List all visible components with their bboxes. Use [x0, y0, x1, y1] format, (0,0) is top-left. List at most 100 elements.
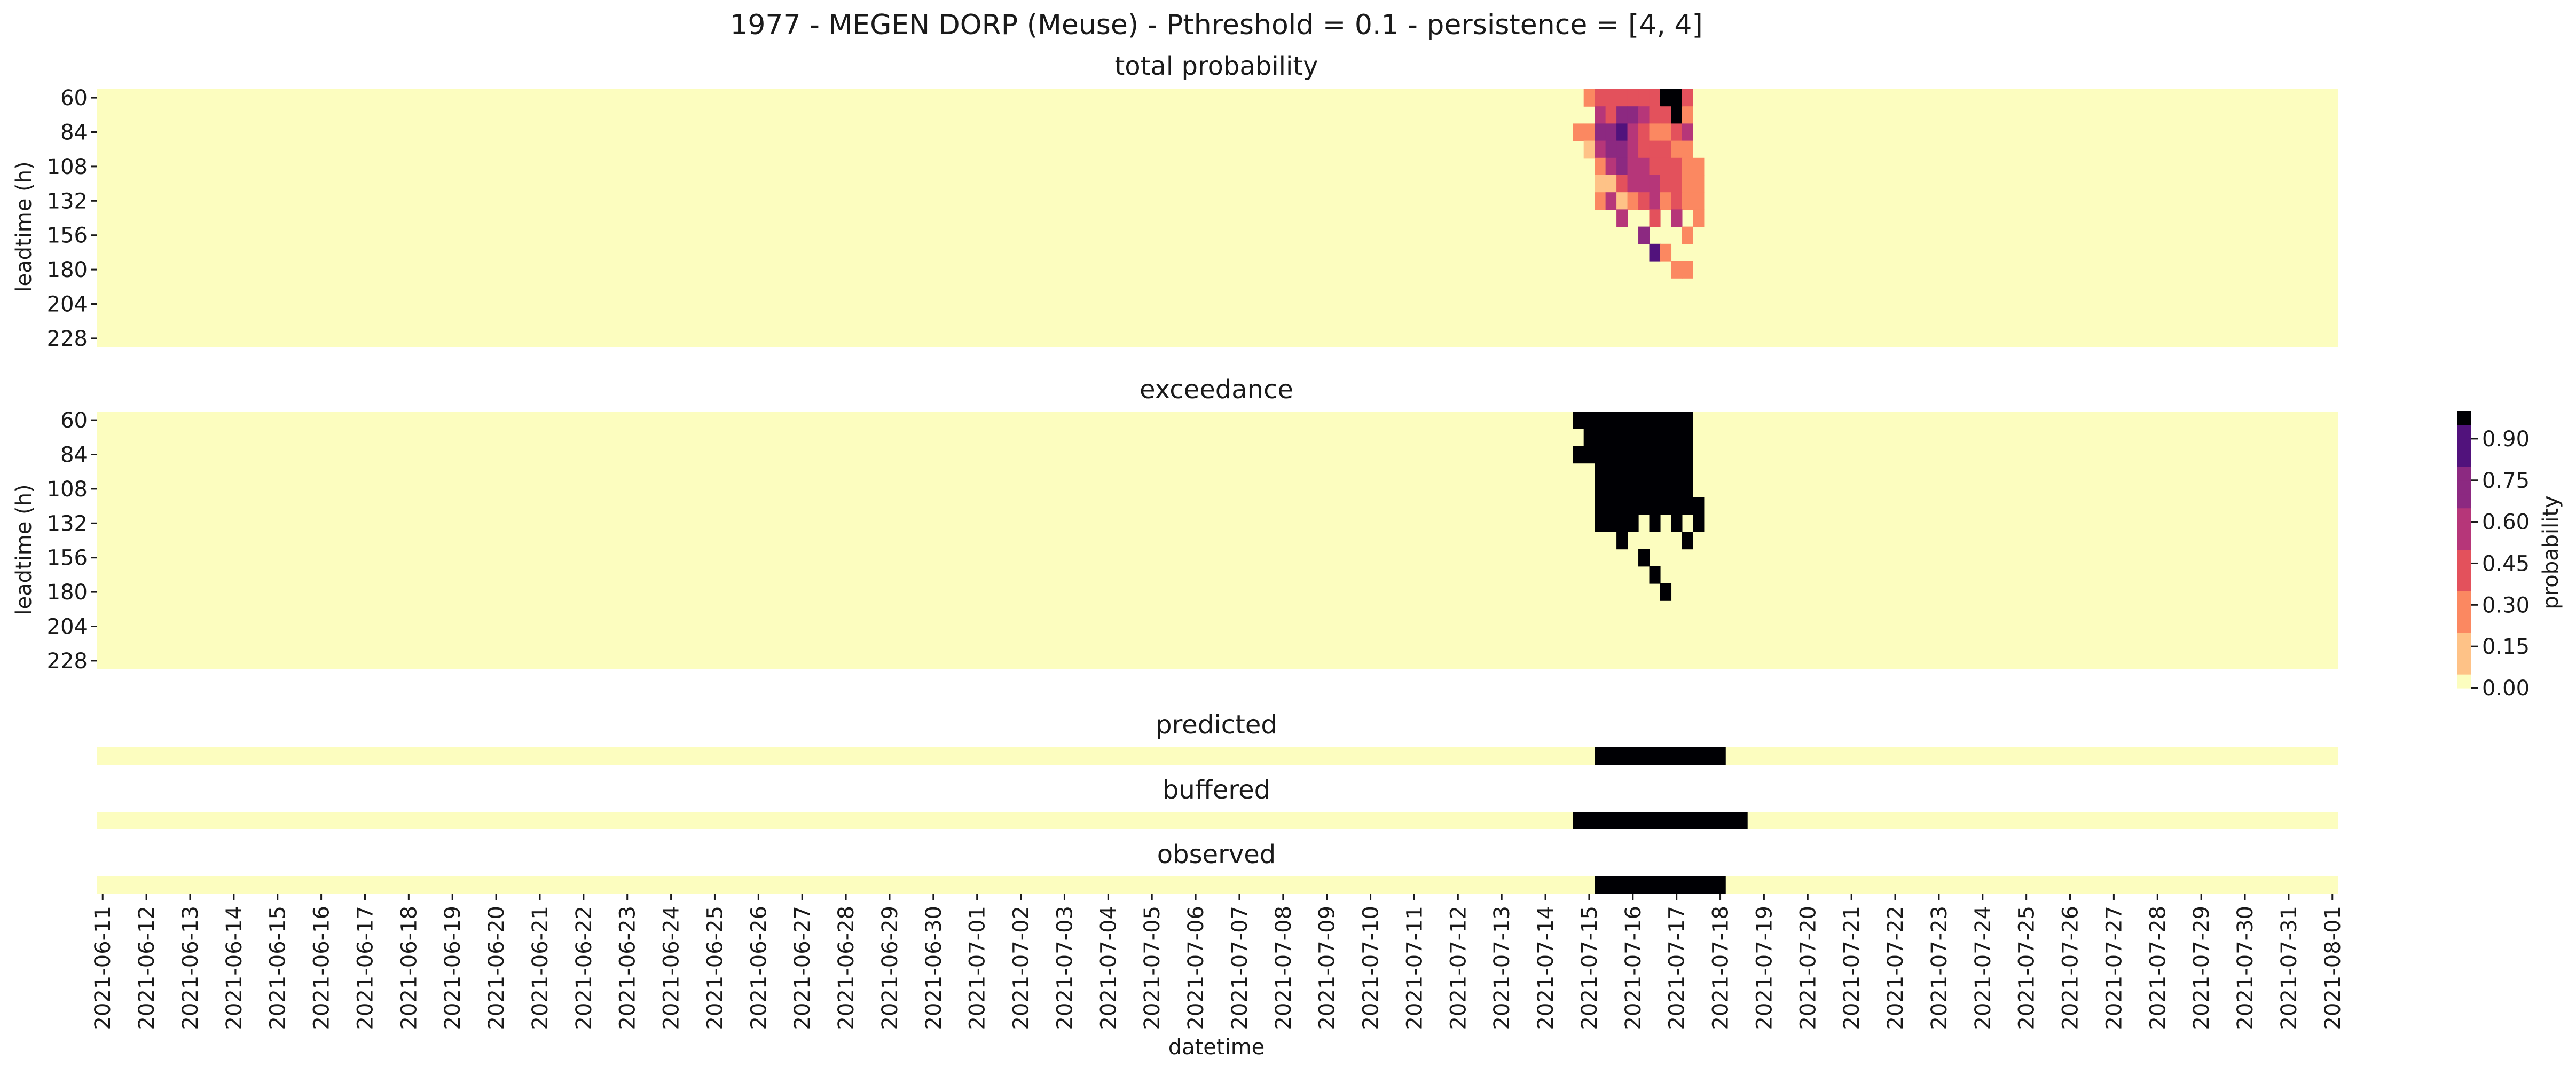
heatmap-cell	[1682, 175, 1693, 193]
heatmap-background	[97, 89, 2338, 347]
heatmap-cell	[1605, 175, 1617, 193]
exceedance-cell	[1595, 497, 1705, 515]
x-tick-label: 2021-07-03	[1053, 906, 1077, 1030]
heatmap-cell	[1627, 175, 1639, 193]
x-tick-label: 2021-07-24	[1971, 906, 1996, 1030]
y-tick-label: 132	[47, 189, 88, 214]
x-tick-label: 2021-07-18	[1709, 906, 1733, 1030]
heatmap-cell	[1595, 140, 1606, 159]
x-tick-label: 2021-07-30	[2233, 906, 2258, 1030]
heatmap-cell	[1693, 209, 1705, 227]
heatmap-cell	[1682, 106, 1693, 124]
y-tick-label: 180	[47, 580, 88, 605]
exceedance-cell	[1595, 480, 1693, 498]
x-tick-label: 2021-07-09	[1315, 906, 1340, 1030]
colorbar-segment	[2457, 424, 2471, 439]
x-tick-label: 2021-07-01	[965, 906, 990, 1030]
exceedance-cell	[1616, 532, 1628, 550]
x-tick-label: 2021-07-11	[1402, 906, 1427, 1030]
x-tick-label: 2021-06-25	[703, 906, 727, 1030]
colorbar-segment	[2457, 480, 2471, 495]
heatmap-cell	[1682, 226, 1693, 244]
colorbar-tick-label: 0.30	[2482, 593, 2530, 618]
colorbar-segment	[2457, 452, 2471, 467]
x-tick-label: 2021-06-23	[616, 906, 640, 1030]
y-tick-label: 180	[47, 258, 88, 282]
event-bar	[1595, 747, 1726, 765]
heatmap-cell	[1660, 243, 1672, 262]
exceedance-cell	[1693, 515, 1705, 532]
x-tick-label: 2021-07-06	[1184, 906, 1208, 1030]
heatmap-cell	[1649, 175, 1661, 193]
heatmap-cell	[1649, 123, 1661, 141]
heatmap-cell	[1671, 209, 1683, 227]
x-tick-label: 2021-07-07	[1228, 906, 1252, 1030]
colorbar-segment	[2457, 563, 2471, 578]
heatmap-cell	[1605, 123, 1617, 141]
x-tick-label: 2021-06-18	[397, 906, 421, 1030]
exceedance-cell	[1660, 583, 1672, 601]
heatmap-cell	[1682, 89, 1693, 107]
y-tick-label: 204	[47, 615, 88, 639]
colorbar-segment	[2457, 494, 2471, 509]
heatmap-cell	[1638, 157, 1650, 176]
x-tick-label: 2021-07-08	[1271, 906, 1296, 1030]
y-tick-label: 84	[60, 121, 88, 145]
x-tick-label: 2021-06-13	[178, 906, 203, 1030]
strip-background	[97, 747, 2338, 765]
colorbar-tick-label: 0.45	[2482, 551, 2530, 576]
heatmap-cell	[1682, 192, 1693, 210]
exceedance-cell	[1595, 515, 1617, 532]
heatmap-cell	[1671, 192, 1683, 210]
panel-title-exceedance: exceedance	[1140, 375, 1293, 405]
heatmap-cell	[1682, 140, 1693, 159]
colorbar-segment	[2457, 438, 2471, 453]
x-tick-label: 2021-07-27	[2102, 906, 2126, 1030]
heatmap-cell	[1671, 157, 1683, 176]
heatmap-cell	[1616, 89, 1628, 107]
heatmap-cell	[1627, 89, 1639, 107]
x-tick-label: 2021-07-29	[2189, 906, 2214, 1030]
heatmap-cell	[1638, 226, 1650, 244]
heatmap-cell	[1627, 123, 1639, 141]
heatmap-cell	[1649, 192, 1661, 210]
heatmap-cell	[1605, 192, 1617, 210]
x-tick-label: 2021-07-10	[1359, 906, 1384, 1030]
heatmap-cell	[1638, 123, 1650, 141]
x-tick-label: 2021-06-26	[747, 906, 771, 1030]
heatmap-cell	[1660, 175, 1672, 193]
heatmap-cell	[1616, 157, 1628, 176]
panel-title-total-probability: total probability	[1114, 51, 1318, 81]
heatmap-cell	[1682, 123, 1693, 141]
x-tick-label: 2021-06-19	[441, 906, 465, 1030]
heatmap-cell	[1627, 106, 1639, 124]
heatmap-cell	[1595, 175, 1606, 193]
heatmap-cell	[1616, 209, 1628, 227]
heatmap-cell	[1660, 106, 1672, 124]
x-tick-label: 2021-07-17	[1665, 906, 1690, 1030]
y-tick-label: 84	[60, 443, 88, 468]
exceedance-cell	[1573, 412, 1693, 429]
figure-title: 1977 - MEGEN DORP (Meuse) - Pthreshold =…	[730, 9, 1703, 41]
heatmap-cell	[1605, 89, 1617, 107]
x-tick-label: 2021-07-23	[1927, 906, 1952, 1030]
x-tick-label: 2021-07-14	[1534, 906, 1558, 1030]
x-tick-label: 2021-07-19	[1752, 906, 1777, 1030]
panel-title-buffered: buffered	[1163, 775, 1270, 805]
colorbar-segment	[2457, 619, 2471, 633]
heatmap-cell	[1660, 123, 1672, 141]
heatmap-cell	[1627, 157, 1639, 176]
y-tick-label: 228	[47, 649, 88, 674]
y-tick-label: 228	[47, 327, 88, 351]
colorbar: 0.00 0.15 0.30 0.45 0.60 0.75 0.90	[2457, 411, 2530, 701]
y-tick-label: 108	[47, 477, 88, 502]
heatmap-cell	[1682, 261, 1693, 279]
heatmap-cell	[1583, 89, 1595, 107]
y-tick-label: 204	[47, 293, 88, 317]
heatmap-cell	[1583, 140, 1595, 159]
colorbar-label: probability	[2539, 495, 2563, 609]
colorbar-tick-label: 0.90	[2482, 427, 2530, 452]
exceedance-cell	[1616, 515, 1639, 532]
heatmap-cell	[1573, 123, 1584, 141]
heatmap-cell	[1649, 209, 1661, 227]
